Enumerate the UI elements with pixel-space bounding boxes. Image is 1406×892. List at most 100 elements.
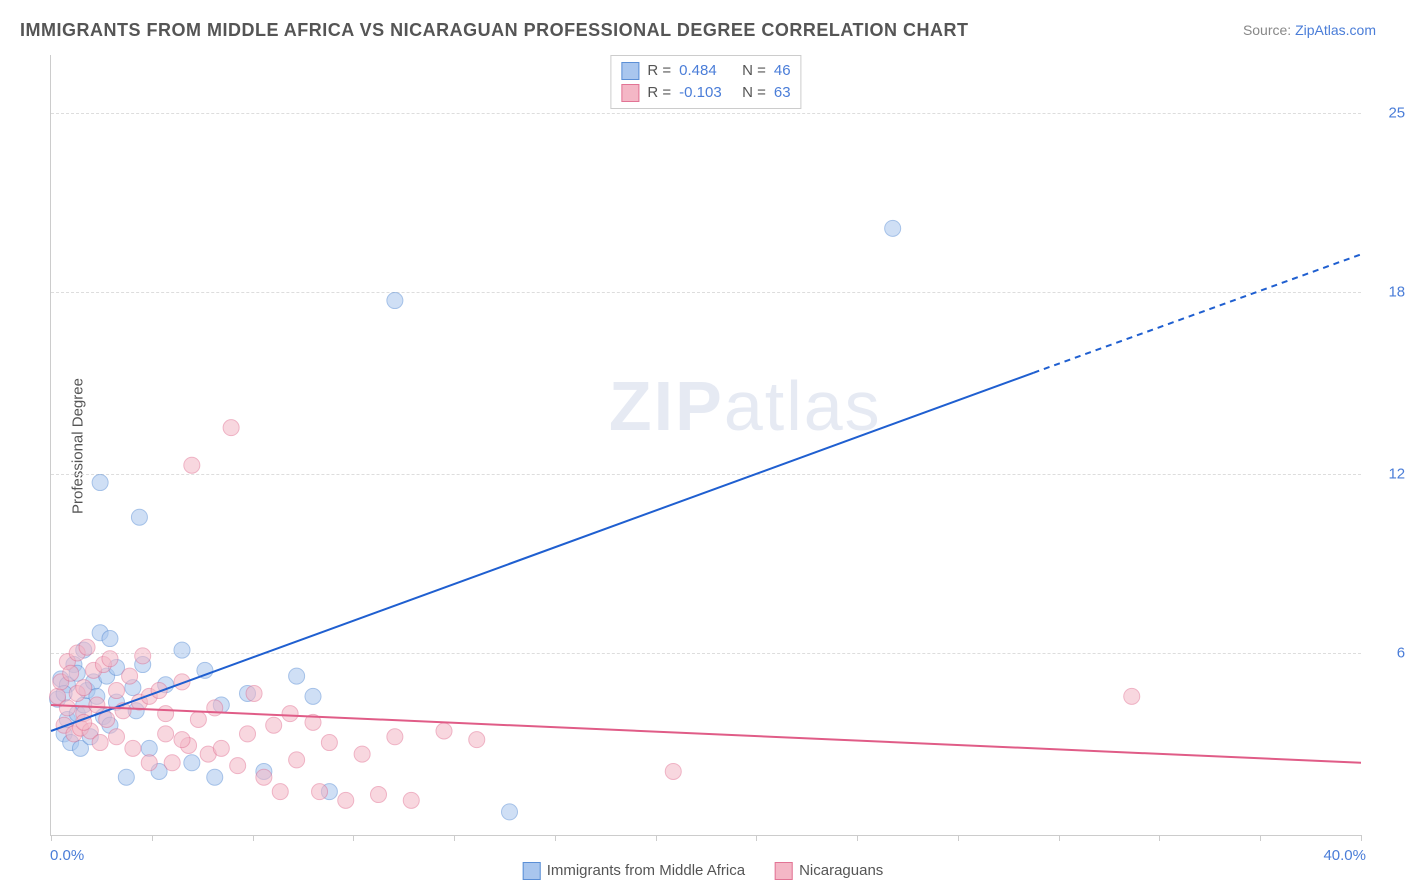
data-point (63, 665, 79, 681)
legend-swatch (523, 862, 541, 880)
y-tick-label: 6.3% (1371, 645, 1406, 662)
legend-n-label: N = (742, 60, 766, 82)
legend-row: R = -0.103 N = 63 (621, 82, 790, 104)
data-point (266, 717, 282, 733)
data-point (141, 755, 157, 771)
legend-r-value: -0.103 (679, 82, 734, 104)
data-point (109, 729, 125, 745)
x-tick (958, 835, 959, 841)
data-point (174, 732, 190, 748)
data-point (213, 740, 229, 756)
series-legend: Immigrants from Middle Africa Nicaraguans (523, 862, 884, 880)
y-tick-label: 18.8% (1371, 283, 1406, 300)
data-point (665, 763, 681, 779)
legend-n-label: N = (742, 82, 766, 104)
legend-n-value: 46 (774, 60, 791, 82)
data-point (207, 769, 223, 785)
legend-swatch (775, 862, 793, 880)
data-point (102, 631, 118, 647)
data-point (282, 706, 298, 722)
data-point (354, 746, 370, 762)
data-point (240, 726, 256, 742)
data-point (338, 792, 354, 808)
x-tick (756, 835, 757, 841)
data-point (59, 700, 75, 716)
regression-line (51, 373, 1034, 731)
data-point (184, 457, 200, 473)
data-point (387, 293, 403, 309)
data-point (122, 668, 138, 684)
data-point (131, 509, 147, 525)
data-point (289, 752, 305, 768)
x-tick (1260, 835, 1261, 841)
x-tick (1159, 835, 1160, 841)
data-point (272, 784, 288, 800)
legend-label: Nicaraguans (799, 862, 883, 879)
data-point (92, 735, 108, 751)
data-point (135, 648, 151, 664)
data-point (246, 685, 262, 701)
data-point (190, 711, 206, 727)
data-point (502, 804, 518, 820)
data-point (158, 706, 174, 722)
data-point (223, 420, 239, 436)
x-axis-max-label: 40.0% (1323, 847, 1366, 864)
data-point (89, 697, 105, 713)
correlation-legend: R = 0.484 N = 46 R = -0.103 N = 63 (610, 55, 801, 109)
data-point (371, 787, 387, 803)
data-point (230, 758, 246, 774)
source-link[interactable]: ZipAtlas.com (1295, 22, 1376, 38)
x-tick (353, 835, 354, 841)
legend-swatch (621, 62, 639, 80)
data-point (99, 711, 115, 727)
data-point (79, 639, 95, 655)
x-axis-min-label: 0.0% (50, 847, 84, 864)
data-point (436, 723, 452, 739)
x-tick (1059, 835, 1060, 841)
data-point (312, 784, 328, 800)
legend-item: Immigrants from Middle Africa (523, 862, 745, 880)
legend-swatch (621, 84, 639, 102)
data-point (125, 740, 141, 756)
data-point (256, 769, 272, 785)
legend-r-label: R = (647, 82, 671, 104)
data-point (387, 729, 403, 745)
scatter-svg (51, 55, 1361, 835)
data-point (102, 651, 118, 667)
plot-area: ZIPatlas R = 0.484 N = 46 R = -0.103 N =… (50, 55, 1361, 836)
x-tick (1361, 835, 1362, 841)
data-point (109, 683, 125, 699)
y-tick-label: 12.5% (1371, 465, 1406, 482)
data-point (184, 755, 200, 771)
x-tick (857, 835, 858, 841)
legend-item: Nicaraguans (775, 862, 883, 880)
x-tick (454, 835, 455, 841)
source-prefix: Source: (1243, 22, 1295, 38)
data-point (885, 220, 901, 236)
data-point (76, 680, 92, 696)
data-point (118, 769, 134, 785)
data-point (305, 688, 321, 704)
x-tick (656, 835, 657, 841)
data-point (321, 735, 337, 751)
data-point (469, 732, 485, 748)
x-tick (253, 835, 254, 841)
legend-r-value: 0.484 (679, 60, 734, 82)
regression-line-dashed (1034, 254, 1362, 372)
legend-n-value: 63 (774, 82, 791, 104)
data-point (403, 792, 419, 808)
data-point (141, 740, 157, 756)
source-attribution: Source: ZipAtlas.com (1243, 22, 1376, 38)
legend-label: Immigrants from Middle Africa (547, 862, 745, 879)
data-point (1124, 688, 1140, 704)
data-point (289, 668, 305, 684)
data-point (174, 642, 190, 658)
x-tick (555, 835, 556, 841)
x-tick (51, 835, 52, 841)
chart-title: IMMIGRANTS FROM MIDDLE AFRICA VS NICARAG… (20, 20, 969, 41)
data-point (164, 755, 180, 771)
data-point (207, 700, 223, 716)
data-point (92, 475, 108, 491)
y-tick-label: 25.0% (1371, 104, 1406, 121)
data-point (158, 726, 174, 742)
